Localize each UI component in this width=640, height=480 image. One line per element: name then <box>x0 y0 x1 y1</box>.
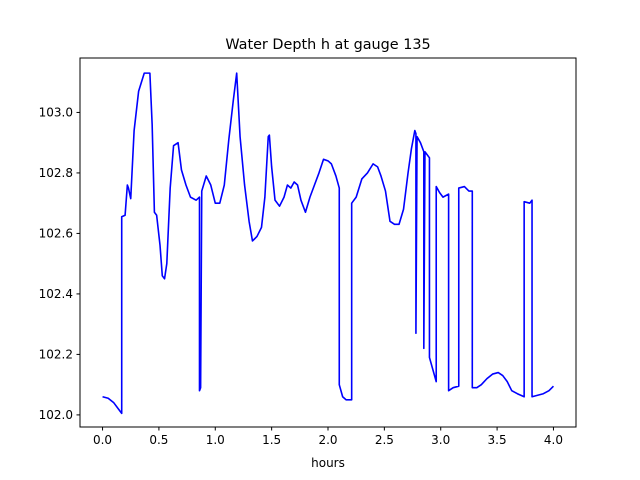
x-tick-label: 0.0 <box>93 433 112 447</box>
x-axis: 0.0 0.5 1.0 1.5 2.0 2.5 3.0 3.5 4.0 <box>93 427 563 447</box>
x-tick-label: 2.0 <box>318 433 337 447</box>
y-tick-label: 102.8 <box>39 166 73 180</box>
y-tick-label: 102.2 <box>39 348 73 362</box>
plot-area <box>80 58 576 427</box>
y-tick-label: 102.6 <box>39 227 73 241</box>
x-tick-label: 1.5 <box>262 433 281 447</box>
x-axis-label: hours <box>311 456 345 470</box>
y-tick-label: 102.0 <box>39 408 73 422</box>
x-tick-label: 1.0 <box>206 433 225 447</box>
x-tick-label: 0.5 <box>149 433 168 447</box>
y-tick-label: 103.0 <box>39 106 73 120</box>
series-layer <box>102 72 555 415</box>
chart-title: Water Depth h at gauge 135 <box>225 37 430 53</box>
y-tick-label: 102.4 <box>39 287 73 301</box>
x-tick-label: 2.5 <box>375 433 394 447</box>
x-tick-label: 4.0 <box>544 433 563 447</box>
y-axis: 102.0 102.2 102.4 102.6 102.8 103.0 <box>39 106 80 422</box>
series-line-0 <box>102 72 555 415</box>
x-tick-label: 3.0 <box>431 433 450 447</box>
x-tick-label: 3.5 <box>488 433 507 447</box>
